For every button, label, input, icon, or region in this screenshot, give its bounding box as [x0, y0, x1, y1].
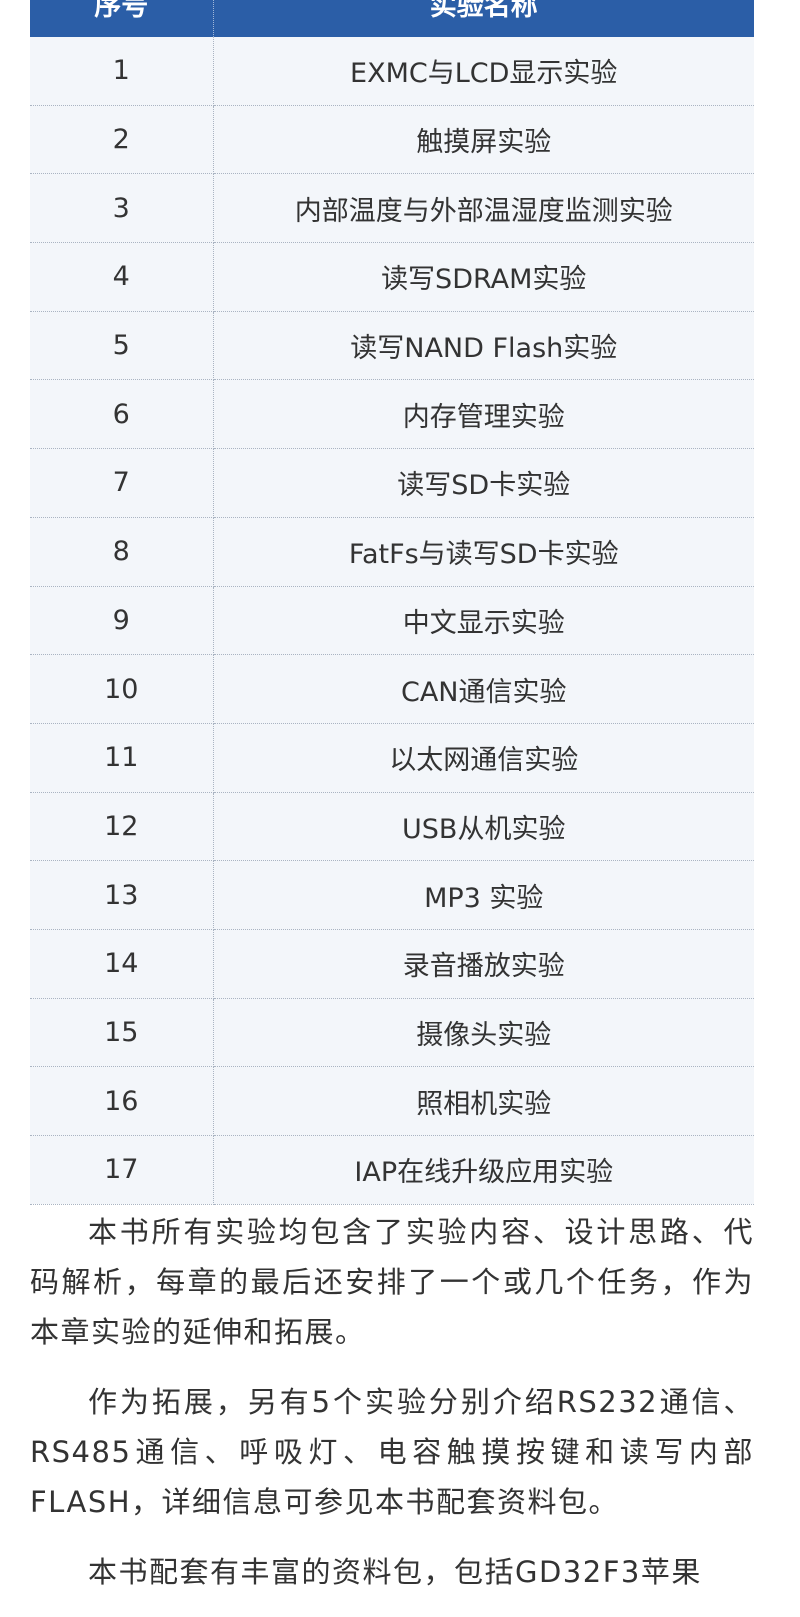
name-cell: USB从机实验 [213, 792, 754, 862]
paragraph: 本书配套有丰富的资料包，包括GD32F3苹果 [88, 1554, 702, 1589]
table-row: 9 中文显示实验 [30, 586, 754, 656]
table-row: 12 USB从机实验 [30, 792, 754, 862]
header-row: 序号 实验名称 [30, 0, 754, 37]
index-cell: 2 [30, 105, 214, 175]
index-cell: 8 [30, 517, 214, 587]
index-cell: 3 [30, 173, 214, 244]
name-cell: CAN通信实验 [213, 654, 754, 724]
table-row: 1 EXMC与LCD显示实验 [30, 37, 754, 106]
name-cell: 内部温度与外部温湿度监测实验 [213, 173, 754, 244]
name-cell: 摄像头实验 [213, 998, 754, 1068]
table-row: 6 内存管理实验 [30, 379, 754, 450]
index-cell: 14 [30, 929, 214, 999]
table-row: 2 触摸屏实验 [30, 105, 754, 175]
name-cell: 录音播放实验 [213, 929, 754, 999]
name-cell: FatFs与读写SD卡实验 [213, 517, 754, 587]
name-cell: IAP在线升级应用实验 [213, 1135, 754, 1205]
name-cell: 读写SD卡实验 [213, 448, 754, 518]
table-row: 17 IAP在线升级应用实验 [30, 1135, 754, 1205]
name-cell: EXMC与LCD显示实验 [213, 37, 754, 106]
content: 序号 实验名称 1 EXMC与LCD显示实验 2 触摸屏实验 3 内部温度与外部温湿度监测实… [30, 0, 754, 1617]
table-row: 15 摄像头实验 [30, 998, 754, 1068]
index-cell: 1 [30, 37, 214, 106]
index-cell: 15 [30, 998, 214, 1068]
table-row: 5 读写NAND Flash实验 [30, 311, 754, 381]
index-cell: 6 [30, 379, 214, 450]
name-cell: 照相机实验 [213, 1066, 754, 1136]
index-cell: 7 [30, 448, 214, 518]
body-text: 本书所有实验均包含了实验内容、设计思路、代码解析，每章的最后还安排了一个或几个任… [30, 1207, 754, 1597]
name-cell: 以太网通信实验 [213, 723, 754, 793]
experiment-table: 序号 实验名称 1 EXMC与LCD显示实验 2 触摸屏实验 3 内部温度与外部温湿度监测实… [30, 0, 754, 1205]
table-row: 13 MP3 实验 [30, 860, 754, 930]
table-row: 16 照相机实验 [30, 1066, 754, 1136]
name-cell: 内存管理实验 [213, 379, 754, 450]
table-row: 4 读写SDRAM实验 [30, 242, 754, 312]
name-cell: 中文显示实验 [213, 586, 754, 656]
header-cell: 序号 [30, 0, 214, 37]
index-cell: 11 [30, 723, 214, 793]
header-cell: 实验名称 [213, 0, 754, 37]
index-cell: 10 [30, 654, 214, 724]
index-cell: 16 [30, 1066, 214, 1136]
table-row: 10 CAN通信实验 [30, 654, 754, 724]
name-cell: 读写SDRAM实验 [213, 242, 754, 312]
table-row: 7 读写SD卡实验 [30, 448, 754, 518]
index-cell: 5 [30, 311, 214, 381]
index-cell: 9 [30, 586, 214, 656]
index-cell: 4 [30, 242, 214, 312]
index-cell: 12 [30, 792, 214, 862]
table-row: 11 以太网通信实验 [30, 723, 754, 793]
table-row: 14 录音播放实验 [30, 929, 754, 999]
paragraph: 作为拓展，另有5个实验分别介绍RS232通信、RS485通信、呼吸灯、电容触摸按… [30, 1384, 754, 1519]
name-cell: 读写NAND Flash实验 [213, 311, 754, 381]
name-cell: MP3 实验 [213, 860, 754, 930]
table-row: 8 FatFs与读写SD卡实验 [30, 517, 754, 587]
index-cell: 17 [30, 1135, 214, 1205]
index-cell: 13 [30, 860, 214, 930]
table-row: 3 内部温度与外部温湿度监测实验 [30, 173, 754, 244]
paragraph: 本书所有实验均包含了实验内容、设计思路、代码解析，每章的最后还安排了一个或几个任… [30, 1214, 754, 1349]
name-cell: 触摸屏实验 [213, 105, 754, 175]
